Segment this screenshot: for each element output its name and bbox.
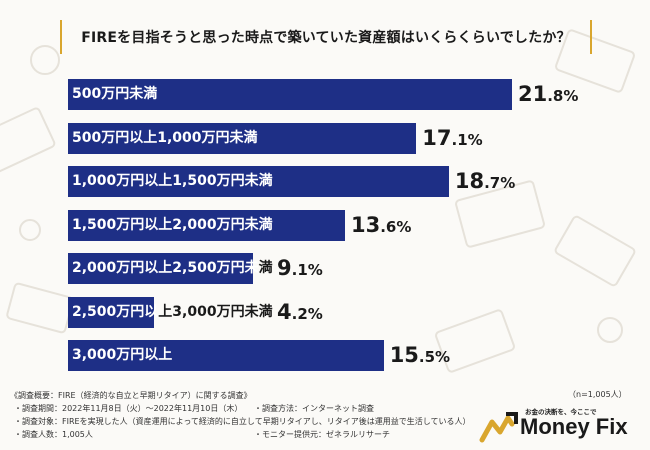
value-label: 21.8% (518, 82, 579, 106)
value-label: 9.1% (277, 256, 323, 280)
category-label: 1,500万円以上2,000万円未満 (72, 216, 273, 233)
category-label: 3,000万円以上 (72, 347, 173, 363)
survey-method: ・調査方法：インターネット調査 (254, 404, 374, 413)
bar (68, 122, 417, 154)
category-label: 1,000万円以上1,500万円未満 (72, 173, 273, 189)
category-label: 500万円未満 (72, 86, 158, 102)
bar (68, 253, 254, 284)
bar (68, 296, 154, 328)
bar (68, 209, 345, 241)
bar (68, 79, 512, 110)
value-label: 15.5% (389, 343, 451, 367)
money-fix-logo-icon (479, 412, 518, 443)
survey-target: ・調査対象：FIREを実現した人（資産運用によって経済的に自立して早期リタイアし… (14, 417, 471, 426)
survey-provider: ・モニター提供元：ゼネラルリサーチ (254, 430, 390, 439)
value-label: 13.6% (350, 212, 412, 237)
brand-name: Money Fix (520, 414, 628, 439)
category-label: 500万円以上1,000万円未満 (72, 129, 258, 146)
value-label: 4.2% (277, 299, 323, 324)
category-label: 2,000万円以上2,500万円未満 (72, 260, 273, 276)
survey-period: ・調査期間：2022年11月8日（火）～2022年11月10日（木） (14, 404, 243, 413)
category-label: 2,500万円以上3,000万円未満 (72, 303, 273, 320)
sample-size: （n=1,005人） (568, 390, 627, 399)
bar (68, 166, 449, 197)
survey-title: 《調査概要：FIRE（経済的な自立と早期リタイア）に関する調査》 (10, 391, 252, 400)
chart-title: FIREを目指そうと思った時点で築いていた資産額はいくらくらいでしたか？ (60, 20, 592, 54)
brand-tagline: お金の決断を、今ここで (525, 408, 597, 416)
value-label: 18.7% (454, 169, 516, 193)
value-label: 17.1% (422, 125, 483, 150)
survey-count: ・調査人数：1,005人 (14, 430, 93, 439)
bar (68, 340, 384, 371)
